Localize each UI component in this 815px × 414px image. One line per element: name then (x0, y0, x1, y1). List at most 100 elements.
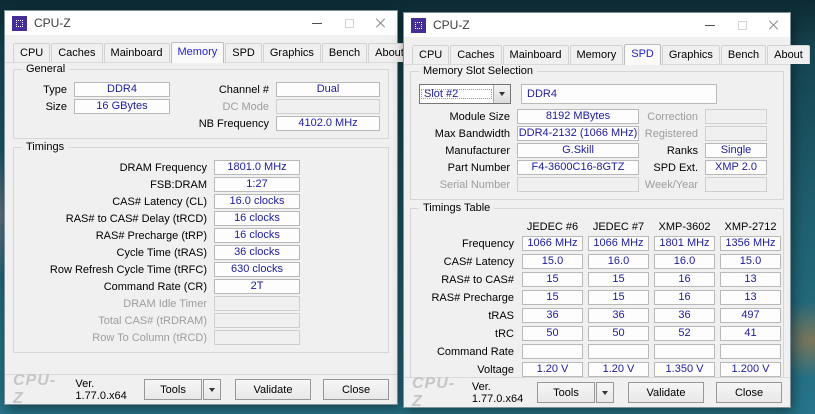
close-icon (768, 19, 780, 31)
tab-bench[interactable]: Bench (720, 45, 767, 64)
tab-cpu[interactable]: CPU (13, 43, 51, 62)
general-group-legend: General (22, 63, 70, 75)
tools-button[interactable]: Tools (537, 382, 595, 403)
column-header-jedec7: JEDEC #7 (592, 221, 645, 233)
correction-label: Correction (647, 110, 698, 123)
table-cell: 1066 MHz (522, 236, 583, 251)
trp-label: RAS# Precharge (tRP) (95, 229, 207, 242)
maximize-button[interactable] (726, 13, 758, 37)
row-label-ras-to-cas: RAS# to CAS# (441, 273, 514, 286)
channel-label: Channel # (218, 83, 269, 96)
table-cell: 36 (654, 308, 715, 323)
tab-bench[interactable]: Bench (321, 43, 368, 62)
tab-mainboard[interactable]: Mainboard (103, 43, 170, 62)
tab-graphics[interactable]: Graphics (661, 45, 720, 64)
trcd-label: RAS# to CAS# Delay (tRCD) (65, 212, 207, 225)
type-value: DDR4 (74, 82, 170, 97)
cpuz-app-icon (12, 15, 27, 31)
row-to-column-label: Row To Column (tRCD) (92, 331, 207, 344)
cas-latency-value: 16.0 clocks (214, 194, 300, 209)
tab-spd[interactable]: SPD (225, 43, 262, 62)
tab-mainboard[interactable]: Mainboard (502, 45, 569, 64)
timings-table-legend: Timings Table (419, 202, 495, 214)
spd-ext-label: SPD Ext. (653, 161, 698, 174)
table-cell: 13 (720, 272, 781, 287)
tab-memory[interactable]: Memory (569, 45, 624, 64)
command-rate-label: Command Rate (CR) (103, 280, 207, 293)
maximize-button[interactable] (333, 11, 365, 35)
table-cell: 13 (720, 290, 781, 305)
column-header-jedec6: JEDEC #6 (526, 221, 579, 233)
tab-caches[interactable]: Caches (51, 43, 103, 62)
minimize-button[interactable] (301, 11, 333, 35)
validate-button[interactable]: Validate (628, 382, 704, 403)
chevron-down-icon (499, 92, 505, 96)
table-cell: 16 (654, 272, 715, 287)
module-size-value: 8192 MBytes (517, 109, 639, 124)
trcd-value: 16 clocks (214, 211, 300, 226)
validate-button[interactable]: Validate (235, 379, 311, 400)
table-cell: 1066 MHz (588, 236, 649, 251)
serial-number-label: Serial Number (439, 178, 510, 191)
tab-cpu[interactable]: CPU (412, 45, 450, 64)
row-label-ras-precharge: RAS# Precharge (431, 291, 514, 304)
tab-graphics[interactable]: Graphics (262, 43, 321, 62)
close-icon (375, 17, 387, 29)
tools-dropdown-button[interactable] (203, 379, 221, 400)
close-button[interactable] (758, 13, 790, 37)
tools-button[interactable]: Tools (144, 379, 202, 400)
minimize-button[interactable] (694, 13, 726, 37)
nb-frequency-value: 4102.0 MHz (276, 116, 380, 131)
row-label-voltage: Voltage (477, 363, 514, 376)
ranks-label: Ranks (666, 144, 698, 157)
serial-number-value (517, 177, 639, 192)
table-cell: 50 (522, 326, 583, 341)
table-cell: 36 (522, 308, 583, 323)
dc-mode-label: DC Mode (222, 100, 269, 113)
table-cell (654, 344, 715, 359)
tools-dropdown-button[interactable] (596, 382, 614, 403)
table-cell: 50 (588, 326, 649, 341)
nb-frequency-label: NB Frequency (198, 117, 269, 130)
close-button[interactable] (365, 11, 397, 35)
command-rate-value: 2T (214, 279, 300, 294)
slot-select-dropdown[interactable]: Slot #2 (419, 84, 511, 104)
footer-bar: CPU-Z Ver. 1.77.0.x64 Tools Validate Clo… (404, 375, 790, 410)
channel-value: Dual (276, 82, 380, 97)
table-cell: 15 (522, 272, 583, 287)
titlebar[interactable]: CPU-Z (404, 13, 790, 37)
titlebar[interactable]: CPU-Z (5, 11, 397, 35)
close-dialog-button[interactable]: Close (323, 379, 389, 400)
table-cell: 16 (654, 290, 715, 305)
cpuz-window-memory: CPU-Z CPU Caches Mainboard Memory SPD Gr… (4, 10, 411, 407)
tab-about[interactable]: About (767, 45, 810, 64)
fsb-dram-label: FSB:DRAM (150, 178, 207, 191)
registered-label: Registered (644, 127, 698, 140)
minimize-icon (312, 22, 322, 24)
table-cell (522, 344, 583, 359)
row-label-trc: tRC (495, 327, 514, 340)
tab-caches[interactable]: Caches (450, 45, 502, 64)
timings-group-legend: Timings (22, 141, 69, 153)
slot-selection-legend: Memory Slot Selection (419, 65, 538, 77)
tab-spd[interactable]: SPD (624, 44, 661, 65)
cpuz-window-spd: CPU-Z CPU Caches Mainboard Memory SPD Gr… (403, 12, 810, 410)
table-cell: 1.200 V (720, 362, 781, 377)
dropdown-arrow-button[interactable] (493, 85, 510, 103)
trfc-label: Row Refresh Cycle Time (tRFC) (49, 263, 207, 276)
table-cell (588, 344, 649, 359)
table-cell: 15 (588, 272, 649, 287)
max-bandwidth-value: DDR4-2132 (1066 MHz) (517, 126, 639, 141)
table-cell: 36 (588, 308, 649, 323)
table-cell: 15.0 (522, 254, 583, 269)
trdram-label: Total CAS# (tRDRAM) (98, 314, 207, 327)
fsb-dram-value: 1:27 (214, 177, 300, 192)
timings-group: Timings DRAM Frequency 1801.0 MHz FSB:DRA… (13, 141, 389, 353)
close-dialog-button[interactable]: Close (716, 382, 782, 403)
dram-frequency-label: DRAM Frequency (119, 161, 207, 174)
slot-type-value: DDR4 (521, 84, 717, 104)
tab-memory[interactable]: Memory (170, 42, 225, 63)
general-group: General Type DDR4 Channel # Dual Size 16… (13, 63, 389, 139)
memory-slot-selection-group: Memory Slot Selection Slot #2 DDR4 Modul… (410, 65, 784, 200)
